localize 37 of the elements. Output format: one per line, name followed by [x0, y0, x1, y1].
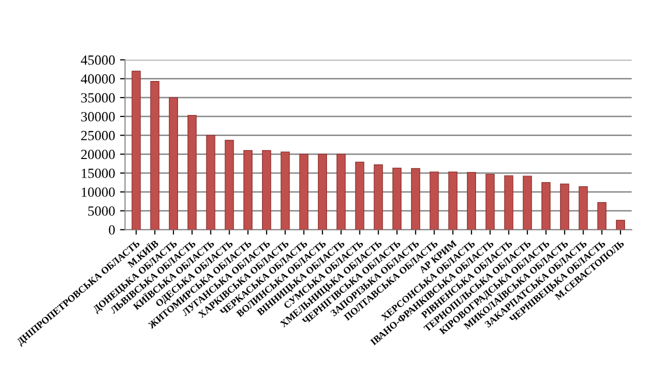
y-tick-label: 30000: [81, 112, 115, 122]
bar: [504, 175, 514, 230]
y-tick-label: 40000: [80, 74, 115, 84]
bar: [243, 150, 252, 230]
bar: [578, 186, 588, 230]
bar: [522, 176, 532, 230]
bar: [560, 184, 570, 230]
bar: [430, 172, 439, 230]
bar: [318, 154, 328, 230]
bar: [299, 154, 308, 230]
y-tick-label: 25000: [81, 130, 115, 140]
bar: [132, 70, 141, 230]
bar: [262, 150, 272, 230]
y-tick-label: 45000: [80, 55, 115, 65]
y-tick-label: 15000: [82, 168, 115, 178]
y-tick-label: 35000: [81, 93, 115, 103]
bar: [411, 168, 420, 230]
y-tick-label: 10000: [82, 188, 115, 197]
bar: [597, 202, 606, 230]
bar: [206, 134, 216, 230]
bar: [374, 164, 383, 230]
y-tick-label: 20000: [81, 150, 115, 160]
bar: [486, 174, 495, 230]
bar: [355, 162, 364, 230]
y-tick-label: 5000: [88, 206, 115, 216]
bar: [392, 168, 402, 230]
bar: [168, 97, 178, 230]
y-tick-label: 0: [108, 225, 115, 235]
bar: [466, 172, 476, 230]
bar: [280, 152, 290, 230]
bar: [448, 172, 458, 230]
bar: [224, 140, 234, 230]
bar: [188, 114, 197, 230]
bar: [616, 220, 626, 230]
bar: [150, 80, 160, 230]
bar: [336, 154, 346, 230]
bar: [541, 182, 551, 230]
